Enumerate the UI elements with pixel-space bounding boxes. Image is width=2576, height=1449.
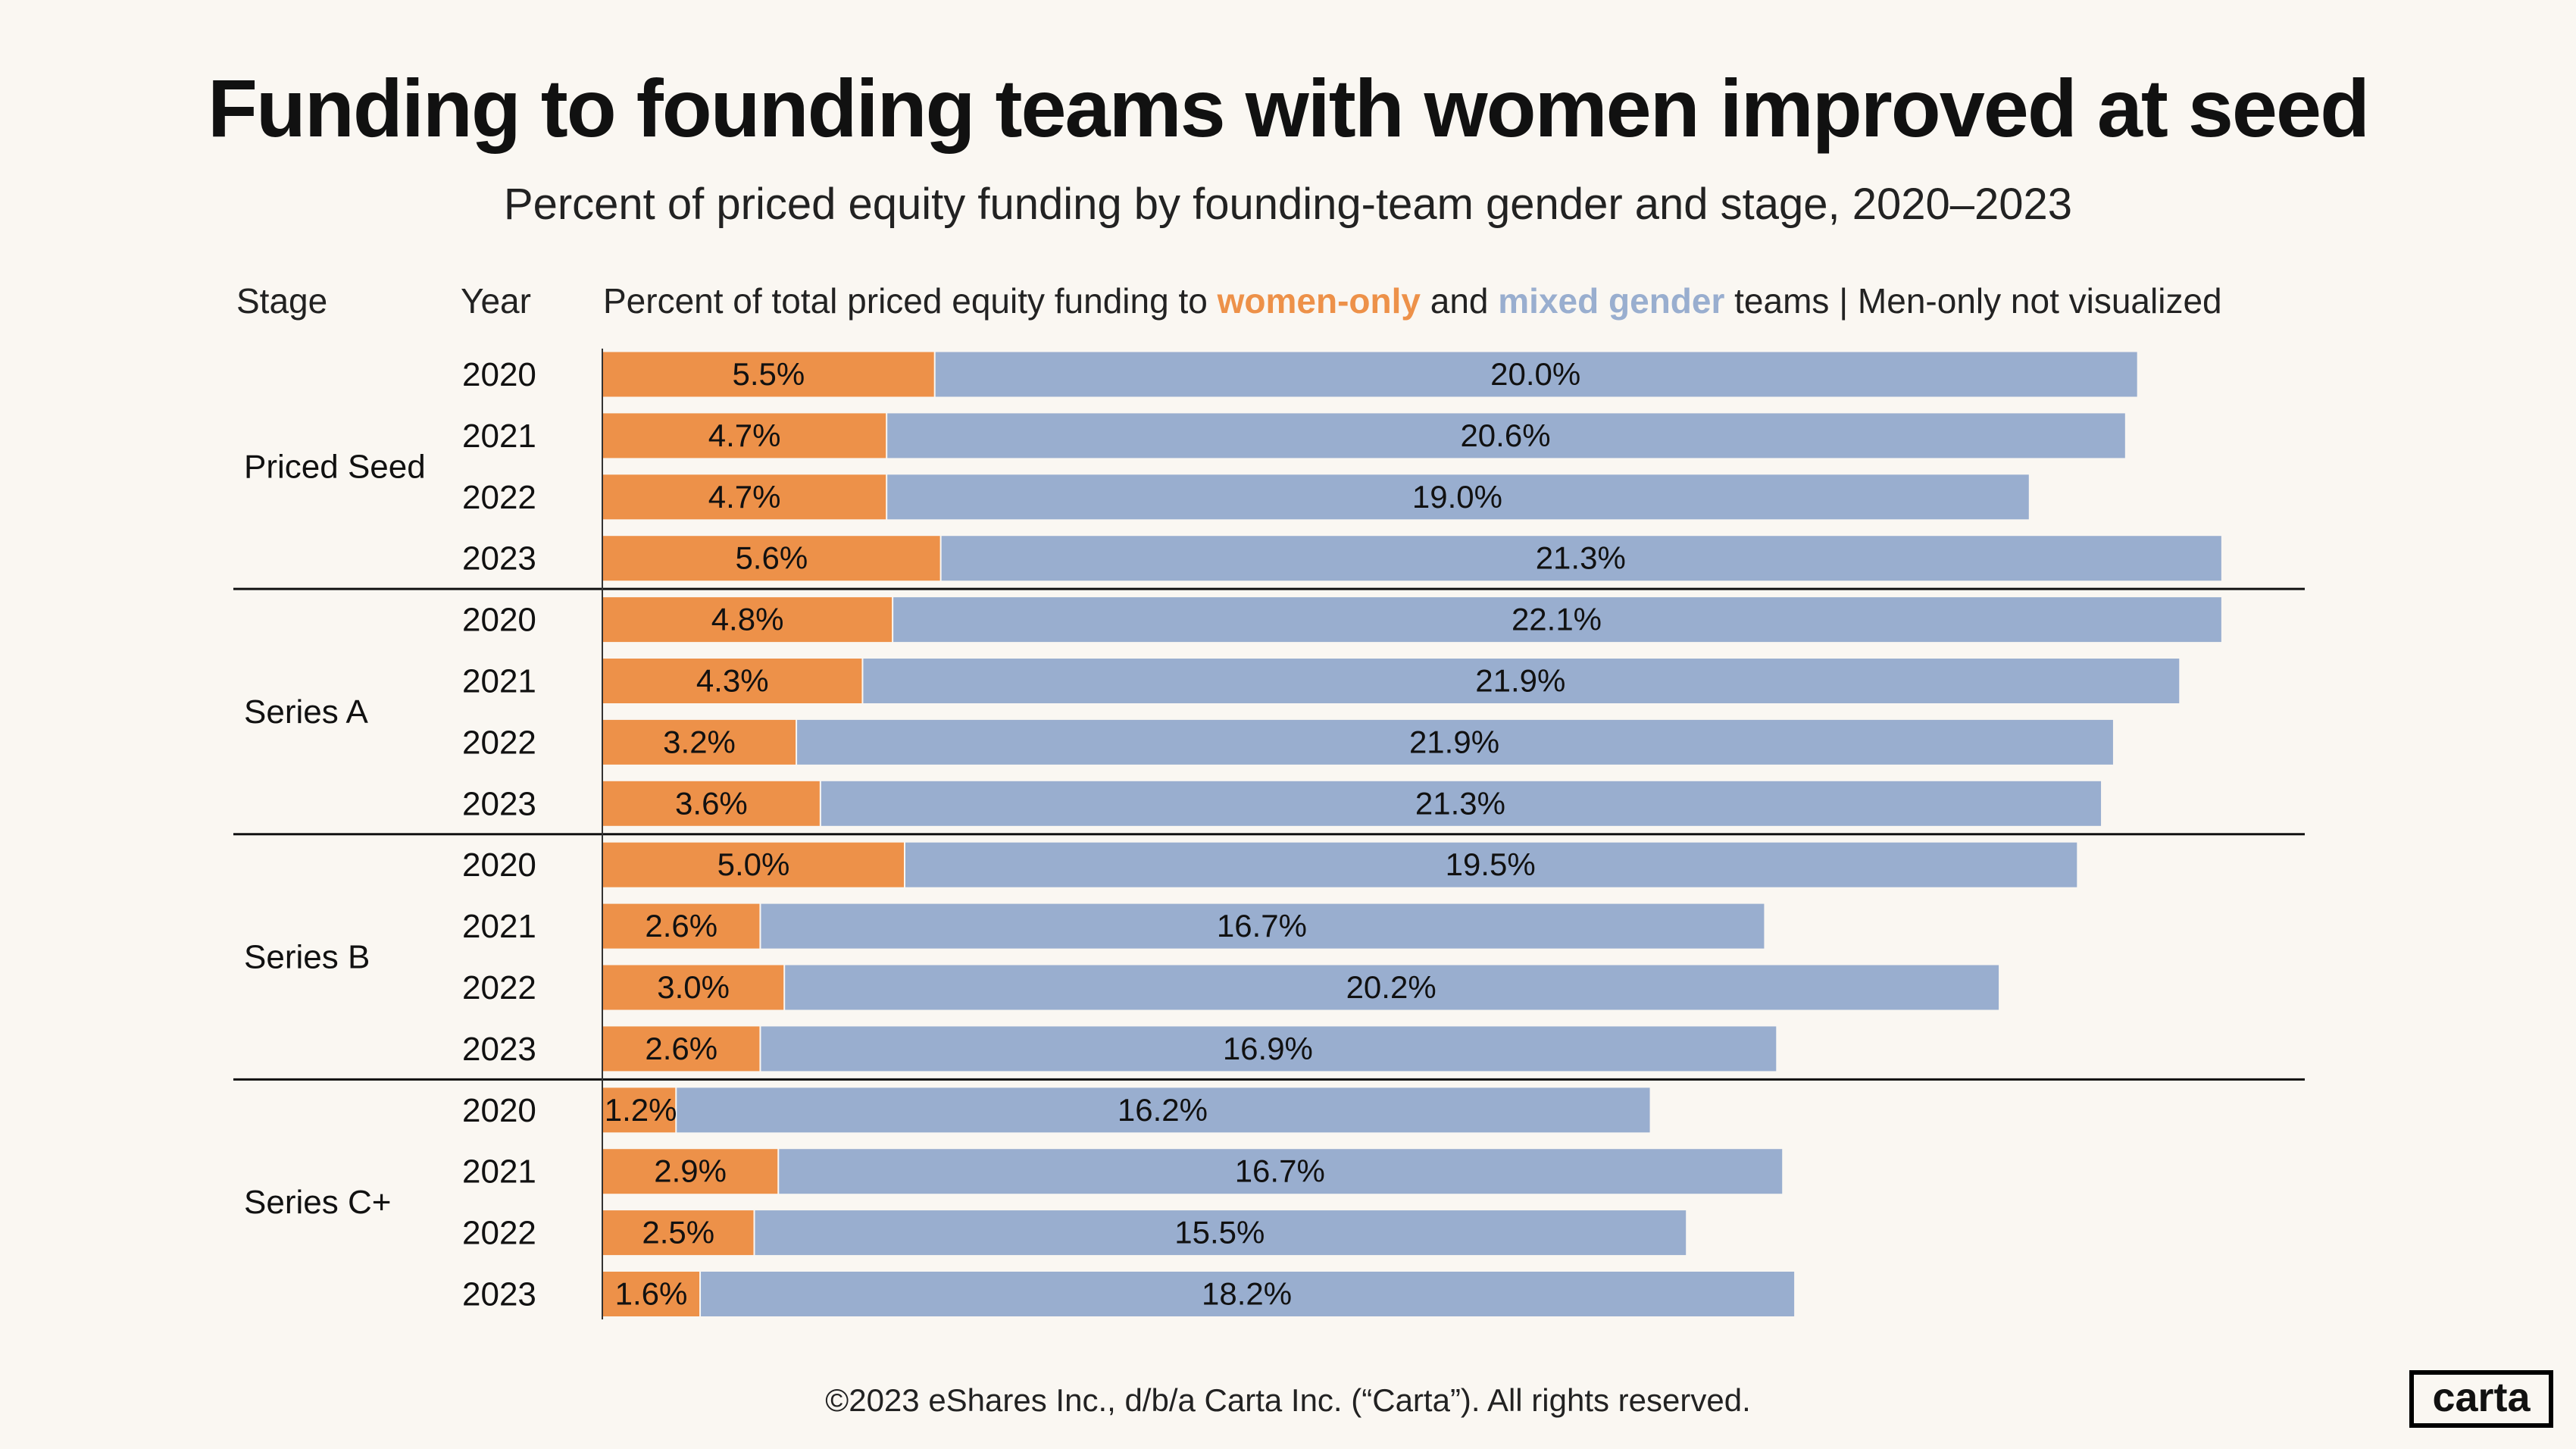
bar-mixed-gender <box>761 903 1765 949</box>
year-label: 2021 <box>462 908 536 945</box>
label-women-only: 2.5% <box>642 1215 714 1250</box>
bar-mixed-gender <box>761 1026 1777 1072</box>
year-label: 2022 <box>462 479 536 516</box>
year-label: 2020 <box>462 847 536 884</box>
chart-subtitle: Percent of priced equity funding by foun… <box>503 180 2073 229</box>
year-label: 2022 <box>462 1215 536 1252</box>
stage-label: Priced Seed <box>244 448 426 485</box>
header-prefix: Percent of total priced equity funding t… <box>603 281 1218 321</box>
label-mixed-gender: 20.6% <box>1460 418 1550 453</box>
year-label: 2020 <box>462 1092 536 1129</box>
bar-women-only <box>603 597 893 643</box>
label-women-only: 5.5% <box>732 356 805 392</box>
label-women-only: 2.9% <box>654 1153 727 1189</box>
year-label: 2023 <box>462 785 536 822</box>
bar-mixed-gender <box>755 1210 1687 1256</box>
label-mixed-gender: 21.3% <box>1415 785 1505 821</box>
year-label: 2023 <box>462 540 536 577</box>
header-suffix: teams | Men-only not visualized <box>1724 281 2222 321</box>
bar-women-only <box>603 1272 700 1316</box>
label-mixed-gender: 19.5% <box>1446 847 1536 882</box>
label-mixed-gender: 16.7% <box>1235 1153 1325 1189</box>
bar-mixed-gender <box>935 352 2137 397</box>
label-mixed-gender: 20.0% <box>1490 356 1580 392</box>
label-mixed-gender: 15.5% <box>1174 1215 1265 1250</box>
year-column-header: Year <box>461 281 531 321</box>
year-label: 2022 <box>462 724 536 761</box>
bar-women-only <box>603 903 760 949</box>
label-mixed-gender: 18.2% <box>1202 1276 1292 1312</box>
label-mixed-gender: 19.0% <box>1412 479 1502 515</box>
label-women-only: 3.2% <box>663 724 736 759</box>
bar-women-only <box>603 352 934 397</box>
year-label: 2020 <box>462 602 536 639</box>
bar-women-only <box>603 1210 754 1256</box>
label-mixed-gender: 20.2% <box>1346 969 1436 1005</box>
bar-mixed-gender <box>887 474 2029 520</box>
label-women-only: 4.7% <box>708 418 781 453</box>
stage-label: Series B <box>244 939 370 976</box>
year-label: 2021 <box>462 1153 536 1191</box>
bar-mixed-gender <box>893 597 2221 643</box>
label-women-only: 2.6% <box>645 908 717 944</box>
bar-column-header: Percent of total priced equity funding t… <box>603 280 2222 321</box>
label-women-only: 2.6% <box>645 1031 717 1066</box>
label-mixed-gender: 16.7% <box>1217 908 1307 944</box>
stage-label: Series A <box>244 693 369 731</box>
label-women-only: 5.6% <box>735 540 808 576</box>
bar-women-only <box>603 413 886 458</box>
legend-mixed-gender: mixed gender <box>1498 281 1725 321</box>
year-label: 2023 <box>462 1031 536 1068</box>
label-mixed-gender: 21.3% <box>1536 540 1626 576</box>
label-mixed-gender: 16.9% <box>1223 1031 1313 1066</box>
bar-mixed-gender <box>887 413 2125 458</box>
year-label: 2020 <box>462 356 536 393</box>
header-and: and <box>1420 281 1499 321</box>
bar-mixed-gender <box>821 781 2102 826</box>
chart-title: Funding to founding teams with women imp… <box>207 62 2370 154</box>
bar-women-only <box>603 781 820 826</box>
legend-women-only: women-only <box>1217 281 1421 321</box>
bar-women-only <box>603 1026 760 1072</box>
logo-text: carta <box>2432 1375 2531 1420</box>
bar-mixed-gender <box>701 1272 1795 1316</box>
label-mixed-gender: 16.2% <box>1118 1092 1208 1128</box>
year-label: 2021 <box>462 418 536 455</box>
label-mixed-gender: 22.1% <box>1512 602 1602 637</box>
bar-mixed-gender <box>905 842 2077 887</box>
bar-mixed-gender <box>677 1088 1650 1133</box>
label-women-only: 5.0% <box>717 847 790 882</box>
stage-column-header: Stage <box>236 281 328 321</box>
stage-label: Series C+ <box>244 1184 391 1221</box>
bar-mixed-gender <box>863 659 2180 703</box>
bar-women-only <box>603 842 904 887</box>
label-women-only: 1.2% <box>605 1092 677 1128</box>
bar-women-only <box>603 1088 676 1133</box>
bar-women-only <box>603 474 886 520</box>
bar-women-only <box>603 719 796 765</box>
label-mixed-gender: 21.9% <box>1475 663 1565 699</box>
label-women-only: 3.0% <box>657 969 730 1005</box>
label-women-only: 3.6% <box>675 785 748 821</box>
label-women-only: 1.6% <box>615 1276 688 1312</box>
bar-mixed-gender <box>785 965 1999 1010</box>
label-women-only: 4.8% <box>711 602 784 637</box>
bar-women-only <box>603 536 940 581</box>
bar-women-only <box>603 965 784 1010</box>
year-label: 2021 <box>462 663 536 700</box>
label-women-only: 4.7% <box>708 479 781 515</box>
label-women-only: 4.3% <box>696 663 769 699</box>
year-label: 2022 <box>462 969 536 1006</box>
carta-logo: carta <box>2409 1370 2553 1428</box>
year-label: 2023 <box>462 1276 536 1313</box>
bar-mixed-gender <box>941 536 2221 581</box>
label-mixed-gender: 21.9% <box>1409 724 1499 759</box>
bar-mixed-gender <box>779 1149 1783 1194</box>
bar-women-only <box>603 659 862 703</box>
copyright-footer: ©2023 eShares Inc., d/b/a Carta Inc. (“C… <box>825 1382 1751 1418</box>
bar-women-only <box>603 1149 778 1194</box>
bar-mixed-gender <box>797 719 2113 765</box>
